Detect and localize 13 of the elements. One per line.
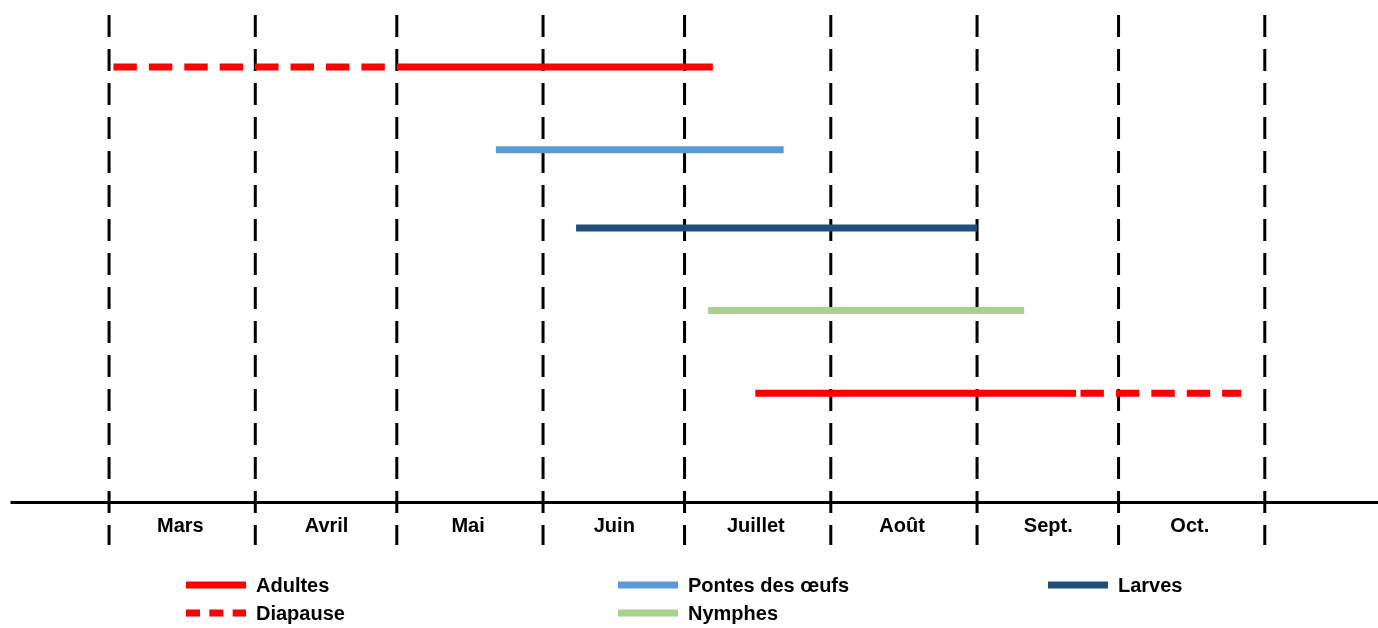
legend-label: Larves	[1118, 574, 1183, 596]
legend-label: Nymphes	[688, 602, 779, 624]
x-tick-label: Avril	[304, 514, 349, 537]
x-tick-label: Août	[879, 514, 926, 537]
x-tick-label: Juillet	[726, 514, 786, 537]
x-tick-label: Mars	[156, 514, 204, 537]
legend-label: Pontes des œufs	[688, 574, 850, 596]
x-tick-label: Oct.	[1170, 514, 1210, 537]
x-tick-label: Juin	[593, 514, 635, 537]
legend-label: Diapause	[256, 602, 345, 624]
x-tick-label: Mai	[451, 514, 485, 537]
legend-label: Adultes	[256, 574, 330, 596]
x-tick-label: Sept.	[1023, 514, 1073, 537]
